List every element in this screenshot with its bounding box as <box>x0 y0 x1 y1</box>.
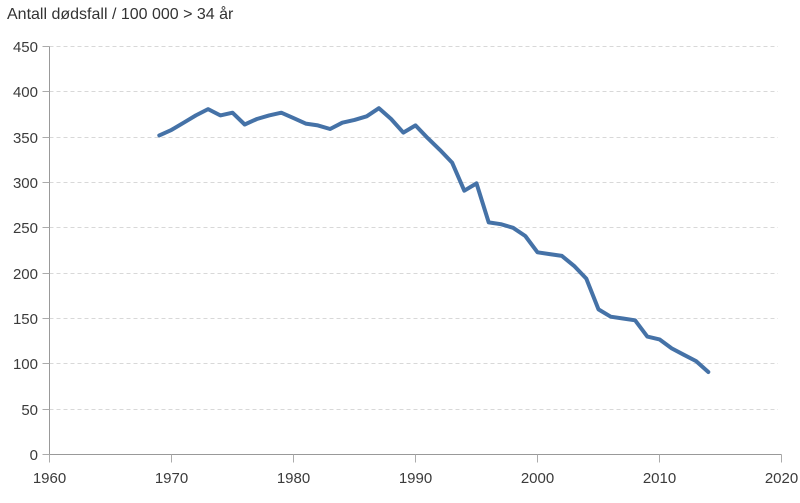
x-axis-label: 1980 <box>277 470 310 487</box>
y-axis-label: 450 <box>13 39 38 56</box>
y-axis-label: 200 <box>13 266 38 283</box>
x-axis-label: 1990 <box>399 470 432 487</box>
y-axis-label: 100 <box>13 356 38 373</box>
y-axis-label: 250 <box>13 220 38 237</box>
y-axis-label: 350 <box>13 130 38 147</box>
x-axis-label: 2020 <box>765 470 798 487</box>
x-axis-label: 1970 <box>155 470 188 487</box>
x-axis-label: 2010 <box>643 470 676 487</box>
y-axis-label: 150 <box>13 311 38 328</box>
y-axis-label: 300 <box>13 175 38 192</box>
x-axis-label: 1960 <box>33 470 66 487</box>
y-axis-label: 50 <box>21 402 38 419</box>
chart-title: Antall dødsfall / 100 000 > 34 år <box>7 6 234 23</box>
y-axis-label: 0 <box>30 447 38 464</box>
x-axis-label: 2000 <box>521 470 554 487</box>
y-axis-label: 400 <box>13 84 38 101</box>
data-line <box>157 106 711 374</box>
